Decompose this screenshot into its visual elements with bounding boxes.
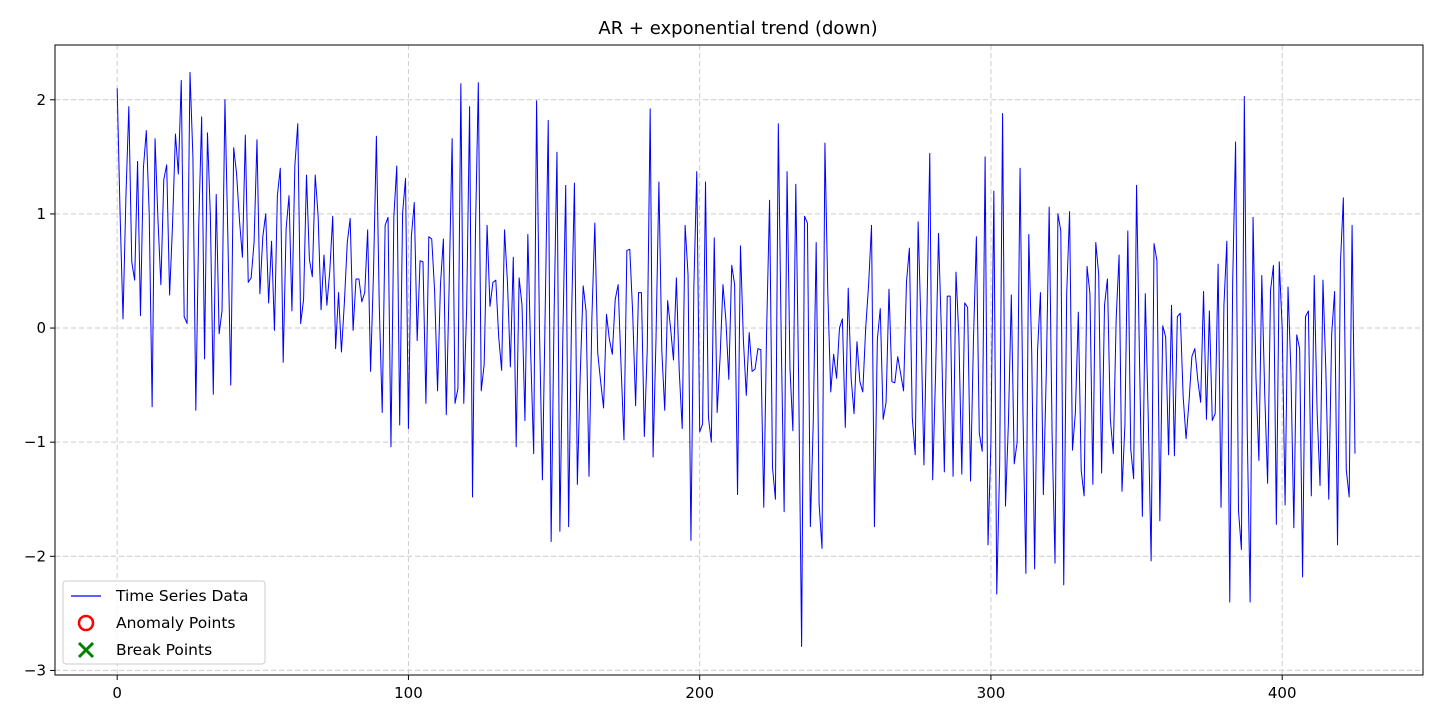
x-tick-label: 400 xyxy=(1268,684,1297,702)
x-tick-label: 300 xyxy=(977,684,1006,702)
legend-label-anomaly: Anomaly Points xyxy=(116,614,235,632)
y-tick-label: −3 xyxy=(24,661,46,679)
legend-label-break: Break Points xyxy=(116,641,212,659)
legend-label-series: Time Series Data xyxy=(115,587,248,605)
chart-title: AR + exponential trend (down) xyxy=(598,18,877,39)
legend-box xyxy=(62,580,266,665)
anomaly-marker-icon xyxy=(77,614,95,632)
y-tick-label: −1 xyxy=(24,433,46,451)
x-tick-label: 200 xyxy=(685,684,714,702)
y-tick-label: 0 xyxy=(36,319,46,337)
break-marker-icon xyxy=(77,641,95,659)
plot-frame xyxy=(54,44,1424,676)
legend: Time Series Data Anomaly Points Break Po… xyxy=(62,580,266,665)
y-tick-label: 2 xyxy=(36,91,46,109)
y-tick-label: 1 xyxy=(36,205,46,223)
x-tick-label: 100 xyxy=(394,684,423,702)
y-tick-label: −2 xyxy=(24,547,46,565)
series-line-time-series-data xyxy=(116,71,1356,647)
axes: 0 100 200 300 400 −3 −2 −1 0 1 2 xyxy=(24,91,1297,702)
series-layer xyxy=(116,71,1356,647)
x-tick-label: 0 xyxy=(112,684,122,702)
